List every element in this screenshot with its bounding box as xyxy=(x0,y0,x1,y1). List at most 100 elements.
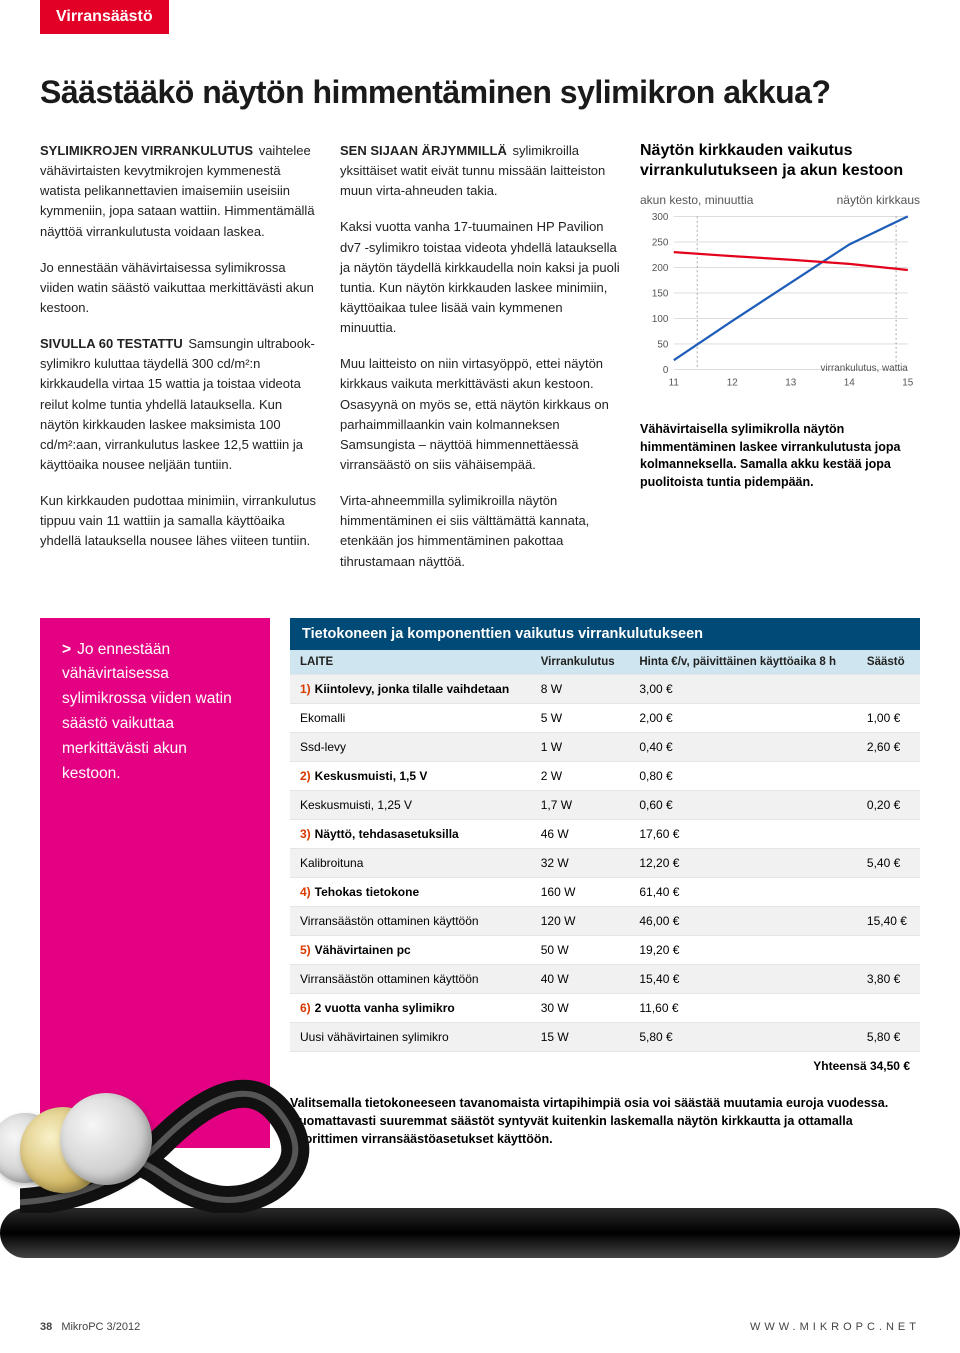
svg-text:150: 150 xyxy=(652,289,669,300)
chart-caption: Vähävirtaisella sylimikrolla näytön himm… xyxy=(640,421,920,491)
table-cell: 2 W xyxy=(531,761,630,790)
lead-1: SYLIMIKROJEN VIRRANKULUTUS xyxy=(40,143,253,158)
table-cell: 3,00 € xyxy=(629,674,857,703)
footer-site: www.mikropc.net xyxy=(750,1321,920,1333)
quote-text: Jo ennestään vähävirtaisessa sylimikross… xyxy=(62,641,232,782)
table-cell: Ekomalli xyxy=(290,703,531,732)
quote-caret: > xyxy=(62,641,71,658)
svg-text:virrankulutus, wattia: virrankulutus, wattia xyxy=(821,363,909,374)
table-cell: 12,20 € xyxy=(629,848,857,877)
table-cell: 61,40 € xyxy=(629,877,857,906)
svg-text:50: 50 xyxy=(657,340,668,351)
table-header-row: LAITE Virrankulutus Hinta €/v, päivittäi… xyxy=(290,650,920,675)
p3: Samsungin ultrabook-sylimikro kuluttaa t… xyxy=(40,336,315,472)
table-cell: 8 W xyxy=(531,674,630,703)
table-cell: Uusi vähävirtainen sylimikro xyxy=(290,1022,531,1051)
table-cell xyxy=(857,819,920,848)
table-row: 5)Vähävirtainen pc50 W19,20 € xyxy=(290,935,920,964)
table-row: Virransäästön ottaminen käyttöön120 W46,… xyxy=(290,906,920,935)
th-device: LAITE xyxy=(290,650,531,675)
table-caption: Valitsemalla tietokoneeseen tavanomaista… xyxy=(290,1094,920,1148)
table-cell: 5 W xyxy=(531,703,630,732)
table-cell: 15,40 € xyxy=(629,964,857,993)
table-row: 2)Keskusmuisti, 1,5 V2 W0,80 € xyxy=(290,761,920,790)
magazine-issue: MikroPC 3/2012 xyxy=(61,1321,140,1333)
table-cell: 0,80 € xyxy=(629,761,857,790)
body-col-1: SYLIMIKROJEN VIRRANKULUTUS vaihtelee väh… xyxy=(40,141,320,588)
table-total-row: Yhteensä 34,50 € xyxy=(290,1051,920,1080)
svg-text:300: 300 xyxy=(652,212,669,223)
table-cell: 2)Keskusmuisti, 1,5 V xyxy=(290,761,531,790)
p7: Muu laitteisto on niin virtasyöppö, ette… xyxy=(340,354,620,475)
table-cell: 3)Näyttö, tehdasasetuksilla xyxy=(290,819,531,848)
table-cell: 32 W xyxy=(531,848,630,877)
table-cell: 46 W xyxy=(531,819,630,848)
table-cell: 160 W xyxy=(531,877,630,906)
coin-icon xyxy=(60,1093,152,1185)
page-footer: 38 MikroPC 3/2012 www.mikropc.net xyxy=(40,1321,920,1333)
th-save: Säästö xyxy=(857,650,920,675)
table-cell: Virransäästön ottaminen käyttöön xyxy=(290,906,531,935)
table-total: Yhteensä 34,50 € xyxy=(290,1051,920,1080)
svg-text:14: 14 xyxy=(844,378,855,389)
page-title: Säästääkö näytön himmentäminen sylimikro… xyxy=(40,74,920,111)
table-cell: 30 W xyxy=(531,993,630,1022)
th-power: Virrankulutus xyxy=(531,650,630,675)
svg-text:250: 250 xyxy=(652,238,669,249)
table-cell: 1)Kiintolevy, jonka tilalle vaihdetaan xyxy=(290,674,531,703)
lead-2: SIVULLA 60 TESTATTU xyxy=(40,336,183,351)
table-cell: 5,80 € xyxy=(629,1022,857,1051)
table-cell: Ssd-levy xyxy=(290,732,531,761)
table-cell xyxy=(857,674,920,703)
chart-column: Näytön kirkkauden vaikutus virrankulutuk… xyxy=(640,141,920,588)
table-cell: 50 W xyxy=(531,935,630,964)
table-cell xyxy=(857,993,920,1022)
p6: Kaksi vuotta vanha 17-tuumainen HP Pavil… xyxy=(340,217,620,338)
table-row: 3)Näyttö, tehdasasetuksilla46 W17,60 € xyxy=(290,819,920,848)
table-cell: 17,60 € xyxy=(629,819,857,848)
table-row: Keskusmuisti, 1,25 V1,7 W0,60 €0,20 € xyxy=(290,790,920,819)
table-cell: 15 W xyxy=(531,1022,630,1051)
chart-area: 3002502001501005001112131415virrankulutu… xyxy=(640,211,920,411)
chart-label-right: näytön kirkkaus xyxy=(837,193,920,207)
chart-label-left: akun kesto, minuuttia xyxy=(640,193,753,207)
table-cell: 1 W xyxy=(531,732,630,761)
table-row: 6)2 vuotta vanha sylimikro30 W11,60 € xyxy=(290,993,920,1022)
table-cell: 2,60 € xyxy=(857,732,920,761)
line-chart: 3002502001501005001112131415virrankulutu… xyxy=(640,211,920,391)
body-col-2: SEN SIJAAN ÄRJYMMILLÄ sylimikroilla yksi… xyxy=(340,141,620,588)
table-cell: 1,7 W xyxy=(531,790,630,819)
table-cell: 19,20 € xyxy=(629,935,857,964)
svg-text:0: 0 xyxy=(663,365,669,376)
chart-top-labels: akun kesto, minuuttia näytön kirkkaus xyxy=(640,193,920,207)
table-cell: 5,40 € xyxy=(857,848,920,877)
table-cell: 2,00 € xyxy=(629,703,857,732)
table-cell: 40 W xyxy=(531,964,630,993)
lead-3: SEN SIJAAN ÄRJYMMILLÄ xyxy=(340,143,507,158)
body-columns: SYLIMIKROJEN VIRRANKULUTUS vaihtelee väh… xyxy=(40,141,920,588)
th-cost: Hinta €/v, päivittäinen käyttöaika 8 h xyxy=(629,650,857,675)
svg-text:12: 12 xyxy=(727,378,738,389)
table-row: Ssd-levy1 W0,40 €2,60 € xyxy=(290,732,920,761)
table-row: Uusi vähävirtainen sylimikro15 W5,80 €5,… xyxy=(290,1022,920,1051)
table-cell xyxy=(857,935,920,964)
table-row: Virransäästön ottaminen käyttöön40 W15,4… xyxy=(290,964,920,993)
p4: Kun kirkkauden pudottaa minimiin, virran… xyxy=(40,491,320,551)
table-cell xyxy=(857,761,920,790)
table-cell: Virransäästön ottaminen käyttöön xyxy=(290,964,531,993)
table-cell: 15,40 € xyxy=(857,906,920,935)
power-table: LAITE Virrankulutus Hinta €/v, päivittäi… xyxy=(290,650,920,1080)
section-tag: Virransäästö xyxy=(40,0,169,34)
table-cell xyxy=(857,877,920,906)
chart-title: Näytön kirkkauden vaikutus virrankulutuk… xyxy=(640,141,920,181)
table-row: Ekomalli5 W2,00 €1,00 € xyxy=(290,703,920,732)
table-cell: 46,00 € xyxy=(629,906,857,935)
table-cell: 3,80 € xyxy=(857,964,920,993)
table-title: Tietokoneen ja komponenttien vaikutus vi… xyxy=(290,618,920,650)
table-cell: 0,40 € xyxy=(629,732,857,761)
p2: Jo ennestään vähävirtaisessa sylimikross… xyxy=(40,258,320,318)
coins-illustration xyxy=(0,1013,190,1193)
cable-band xyxy=(0,1208,960,1258)
table-cell: 5,80 € xyxy=(857,1022,920,1051)
p8: Virta-ahneemmilla sylimikroilla näytön h… xyxy=(340,491,620,572)
